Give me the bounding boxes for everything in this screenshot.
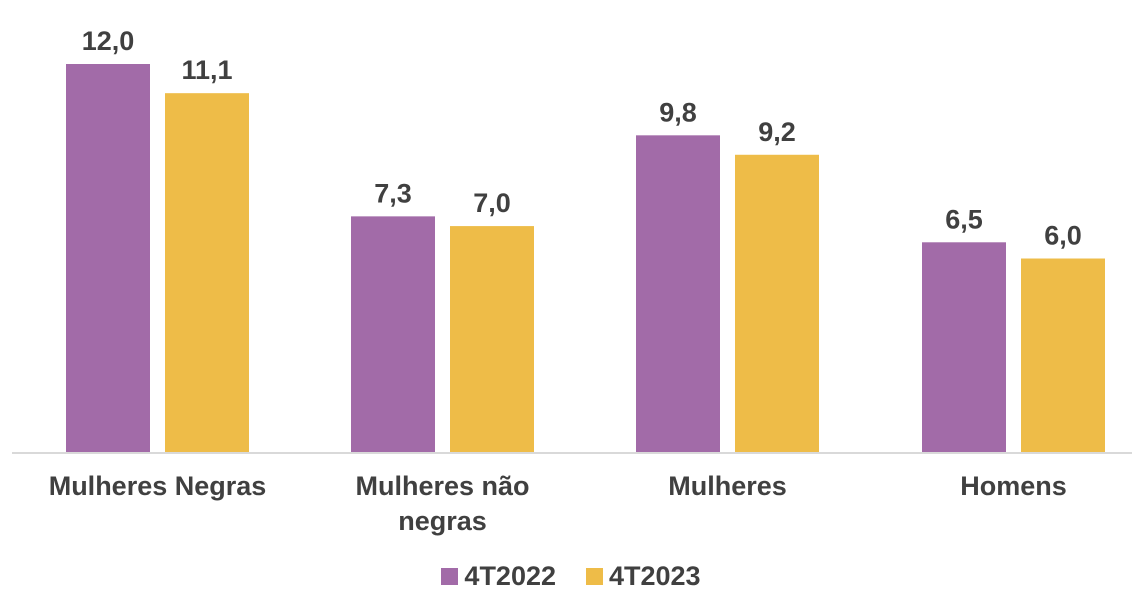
category-label-1-line-1: negras (398, 506, 487, 536)
category-label-1-line-0: Mulheres não (355, 471, 529, 501)
category-label-3-line-0: Homens (960, 471, 1067, 501)
data-label-4t2022-2: 9,8 (659, 97, 697, 127)
bar-4t2022-3 (922, 242, 1006, 453)
bar-4t2023-0 (165, 93, 249, 454)
legend-swatch-4t2022 (441, 567, 459, 585)
legend: 4T2022 4T2023 (0, 561, 1142, 591)
bar-4t2022-0 (66, 64, 150, 453)
legend-item-4t2022: 4T2022 (441, 561, 556, 592)
data-label-4t2022-0: 12,0 (82, 26, 135, 56)
legend-label-4t2023: 4T2023 (609, 560, 701, 591)
bar-4t2022-2 (636, 135, 720, 454)
bar-4t2023-3 (1021, 258, 1105, 453)
data-label-4t2023-1: 7,0 (473, 188, 511, 218)
data-label-4t2023-2: 9,2 (758, 117, 796, 147)
legend-swatch-4t2023 (586, 567, 603, 585)
bar-4t2023-1 (450, 226, 534, 453)
legend-item-4t2023: 4T2023 (586, 561, 701, 592)
data-label-4t2022-1: 7,3 (374, 178, 412, 208)
category-label-0-line-0: Mulheres Negras (49, 471, 267, 501)
data-label-4t2023-3: 6,0 (1044, 221, 1082, 251)
bar-chart: 12,0 11,1 Mulheres Negras 7,3 7,0 Mulheres nã… (12, 26, 1132, 536)
data-label-4t2022-3: 6,5 (945, 204, 983, 234)
legend-label-4t2022: 4T2022 (464, 560, 556, 591)
bar-4t2023-2 (735, 154, 819, 453)
data-label-4t2023-0: 11,1 (181, 55, 232, 85)
category-label-2-line-0: Mulheres (668, 471, 787, 501)
bar-4t2022-1 (351, 216, 435, 453)
